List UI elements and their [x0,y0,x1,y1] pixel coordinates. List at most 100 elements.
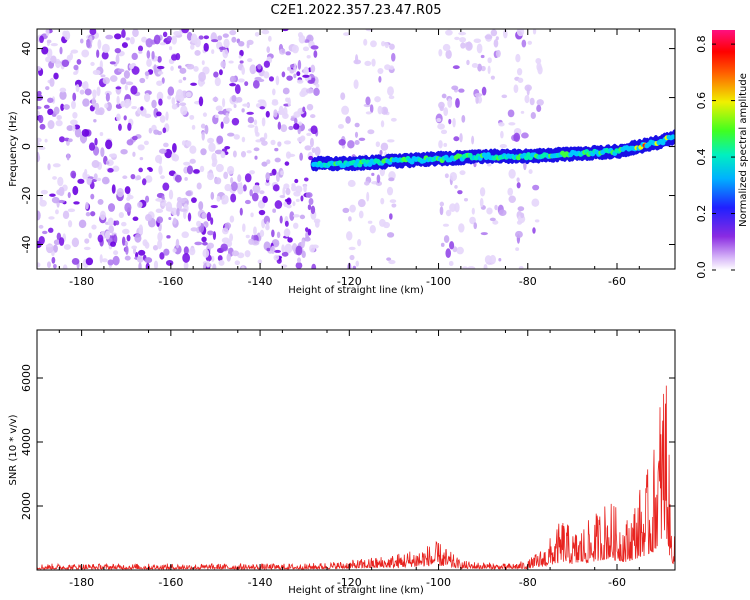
spectrogram-noise-cell [52,163,61,168]
spectrogram-noise-cell [272,208,277,213]
x-tick-label: -80 [519,576,537,589]
spectrogram-noise-cell [214,114,219,119]
spectrogram-noise-cell [101,51,109,60]
spectrogram-noise-cell [489,217,496,222]
spectrogram-noise-cell [285,187,291,196]
spectrogram-noise-cell [516,177,520,183]
spectrogram-noise-cell [136,255,144,263]
spectrogram-noise-cell [258,78,265,83]
spectrogram-noise-cell [490,75,495,80]
spectrogram-noise-cell [171,152,176,161]
spectrogram-noise-cell [171,35,177,45]
spectrogram-noise-cell [188,247,196,256]
spectrogram-noise-cell [282,186,286,197]
spectrogram-noise-cell [55,119,63,127]
spectrogram-noise-cell [459,37,467,43]
spectrogram-noise-cell [305,88,314,94]
spectrogram-noise-cell [202,248,210,258]
spectrogram-noise-cell [73,201,80,205]
spectrogram-noise-cell [59,46,63,55]
spectrogram-noise-cell [363,38,368,46]
y-tick-label: 20 [20,91,33,105]
spectrogram-noise-cell [311,263,317,269]
spectrogram-noise-cell [123,70,131,79]
spectrogram-noise-cell [139,77,146,84]
spectrogram-noise-cell [313,87,320,97]
spectrogram-noise-cell [200,148,207,156]
spectrogram-noise-cell [80,38,84,44]
x-tick-label: -80 [519,275,537,288]
spectrogram-noise-cell [120,100,126,108]
spectrogram-noise-cell [261,161,268,167]
spectrogram-noise-cell [242,103,250,107]
spectrogram-noise-cell [156,111,162,117]
spectrogram-noise-cell [226,165,235,175]
spectrogram-noise-cell [179,67,187,74]
spectrogram-noise-cell [297,257,301,263]
spectrogram-noise-cell [230,177,234,184]
spectrogram-noise-cell [390,117,397,122]
spectrogram-noise-cell [39,195,43,203]
spectrogram-noise-cell [78,219,87,229]
spectrogram-noise-cell [176,196,182,203]
spectrogram-noise-cell [73,64,79,71]
spectrogram-noise-cell [220,243,228,252]
spectrogram-noise-cell [137,144,145,151]
spectrogram-noise-cell [369,104,374,113]
spectrogram-noise-cell [146,58,152,67]
spectrogram-noise-cell [163,142,169,148]
spectrogram-noise-cell [476,43,483,54]
spectrogram-noise-cell [79,89,85,95]
spectrogram-noise-cell [105,139,113,150]
spectrogram-noise-cell [498,258,502,262]
spectrogram-noise-cell [194,49,201,56]
spectrogram-noise-cell [45,86,50,91]
spectrogram-noise-cell [181,231,189,239]
spectrogram-noise-cell [438,140,443,149]
spectrogram-noise-cell [131,105,138,110]
spectrogram-noise-cell [515,230,523,239]
spectrogram-noise-cell [72,111,78,119]
spectrogram-noise-cell [53,72,59,80]
spectrogram-noise-cell [284,229,290,237]
spectrogram-noise-cell [293,123,300,130]
spectrogram-noise-cell [84,238,90,244]
spectrogram-noise-cell [520,212,525,219]
spectrogram-noise-cell [471,207,475,215]
spectrogram-noise-cell [280,124,288,133]
spectrogram-noise-cell [67,208,76,213]
y-tick-label: -20 [20,187,33,205]
spectrogram-noise-cell [62,210,70,220]
spectrogram-noise-cell [176,207,180,217]
spectrogram-noise-cell [116,113,121,122]
spectrogram-noise-cell [183,246,189,255]
spectrogram-noise-cell [107,203,116,212]
spectrogram-noise-cell [259,190,265,195]
spectrogram-noise-cell [440,242,445,247]
spectrogram-noise-cell [145,195,150,203]
spectrogram-noise-cell [524,94,530,104]
spectrogram-noise-cell [286,75,293,81]
colorbar-tick-label: 0.8 [695,35,708,53]
spectrogram-noise-cell [37,110,40,116]
spectrogram-noise-cell [508,122,516,126]
spectrogram-noise-cell [50,55,57,64]
spectrogram-noise-cell [158,165,163,175]
spectrogram-noise-cell [306,103,314,111]
spectrogram-noise-cell [156,65,165,70]
spectrogram-noise-cell [169,46,173,51]
spectrogram-noise-cell [212,157,218,166]
spectrogram-noise-cell [212,263,217,269]
spectrogram-noise-cell [377,105,383,115]
spectrogram-noise-cell [207,242,214,249]
spectrogram-noise-cell [487,57,492,64]
spectrogram-noise-cell [190,33,198,44]
spectrogram-noise-cell [458,88,465,93]
spectrogram-noise-cell [182,76,187,81]
x-tick-label: -100 [426,275,451,288]
spectrogram-noise-cell [77,178,85,184]
spectrogram-noise-cell [366,191,370,202]
spectrogram-noise-cell [125,81,134,86]
spectrogram-noise-cell [121,29,126,39]
